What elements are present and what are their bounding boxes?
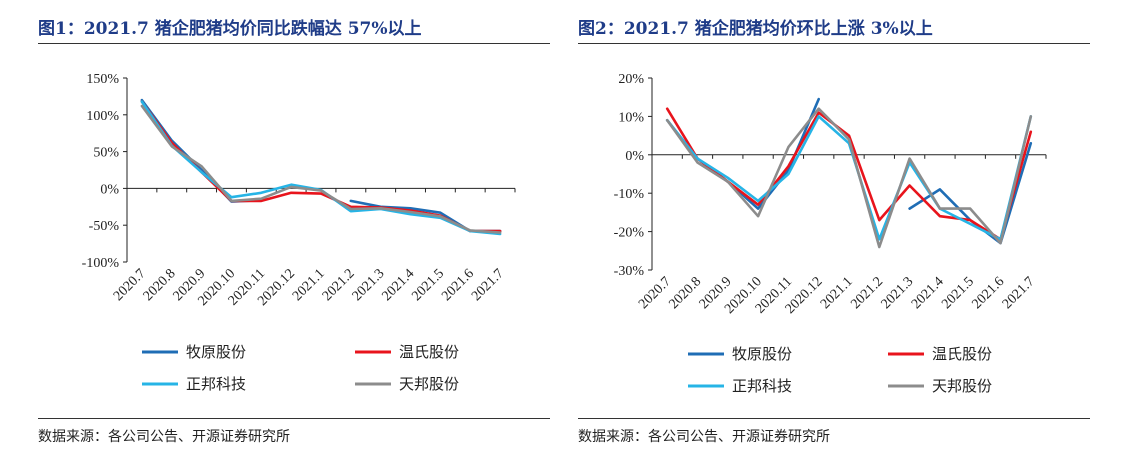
series-line-4 [665, 107, 1033, 249]
chart-title-2: 图2：2021.7 猪企肥猪均价环比上涨 3%以上 [578, 19, 933, 39]
x-tick-label: 2020.7 [111, 266, 149, 304]
x-tick-label: 2020.7 [636, 274, 674, 312]
x-tick-label: 2021.6 [970, 274, 1008, 312]
title-rule-1 [38, 43, 550, 44]
x-tick-label: 2020.8 [141, 266, 179, 304]
x-tick-label: 2021.7 [1000, 274, 1038, 312]
chart-panel-2: 图2：2021.7 猪企肥猪均价环比上涨 3%以上 20% 10% 0% -10% -2… [570, 0, 1110, 454]
y-tick-label: 20% [618, 72, 644, 87]
y-tick-label: -10% [614, 187, 645, 202]
line-chart-1: 150%100%50%0%-50%-100%2020.72020.82020.9… [82, 72, 516, 393]
y-tick-label: 10% [618, 110, 644, 125]
legend-label: 牧原股份 [186, 343, 246, 361]
x-tick-label: 2021.1 [290, 266, 328, 304]
source-note-2: 数据来源：各公司公告、开源证券研究所 [578, 429, 830, 445]
title-rule-2 [578, 43, 1090, 44]
x-tick-label: 2021.7 [469, 266, 507, 304]
chart-panel-1: 图1：2021.7 猪企肥猪均价同比跌幅达 57%以上 150% 100% 50% 0… [30, 0, 570, 454]
y-tick-label: 100% [86, 109, 119, 124]
x-tick-label: 2021.2 [320, 266, 358, 304]
y-tick-label: -100% [82, 256, 120, 271]
y-tick-label: 0% [100, 182, 119, 197]
x-tick-label: 2020.8 [666, 274, 704, 312]
x-tick-label: 2021.5 [409, 266, 447, 304]
legend-label: 温氏股份 [932, 345, 992, 363]
series-line-3 [140, 100, 502, 236]
source-rule-1 [38, 418, 550, 419]
chart-title-1: 图1：2021.7 猪企肥猪均价同比跌幅达 57%以上 [38, 19, 422, 39]
y-tick-label: 150% [86, 72, 119, 87]
x-tick-label: 2021.4 [380, 266, 418, 304]
source-note-1: 数据来源：各公司公告、开源证券研究所 [38, 429, 290, 445]
y-tick-label: -50% [89, 219, 120, 234]
legend-label: 温氏股份 [399, 343, 459, 361]
x-tick-label: 2021.2 [848, 274, 886, 312]
legend-label: 牧原股份 [732, 345, 792, 363]
series-line-4 [140, 104, 502, 234]
series-line-1 [140, 98, 263, 203]
y-tick-label: 50% [93, 146, 119, 161]
legend-label: 天邦股份 [932, 377, 992, 395]
x-tick-label: 2021.3 [350, 266, 388, 304]
x-tick-label: 2021.4 [909, 274, 947, 312]
legend-label: 正邦科技 [732, 377, 792, 395]
legend-label: 正邦科技 [186, 375, 246, 393]
line-chart-2: 20%10%0%-10%-20%-30%2020.72020.82020.920… [614, 72, 1047, 395]
x-tick-label: 2021.6 [439, 266, 477, 304]
x-tick-label: 2021.3 [879, 274, 917, 312]
x-tick-label: 2021.1 [818, 274, 856, 312]
y-tick-label: -30% [614, 264, 645, 279]
source-rule-2 [578, 418, 1090, 419]
legend-label: 天邦股份 [399, 375, 459, 393]
y-tick-label: 0% [625, 149, 644, 164]
y-tick-label: -20% [614, 226, 645, 241]
x-tick-label: 2021.5 [939, 274, 977, 312]
